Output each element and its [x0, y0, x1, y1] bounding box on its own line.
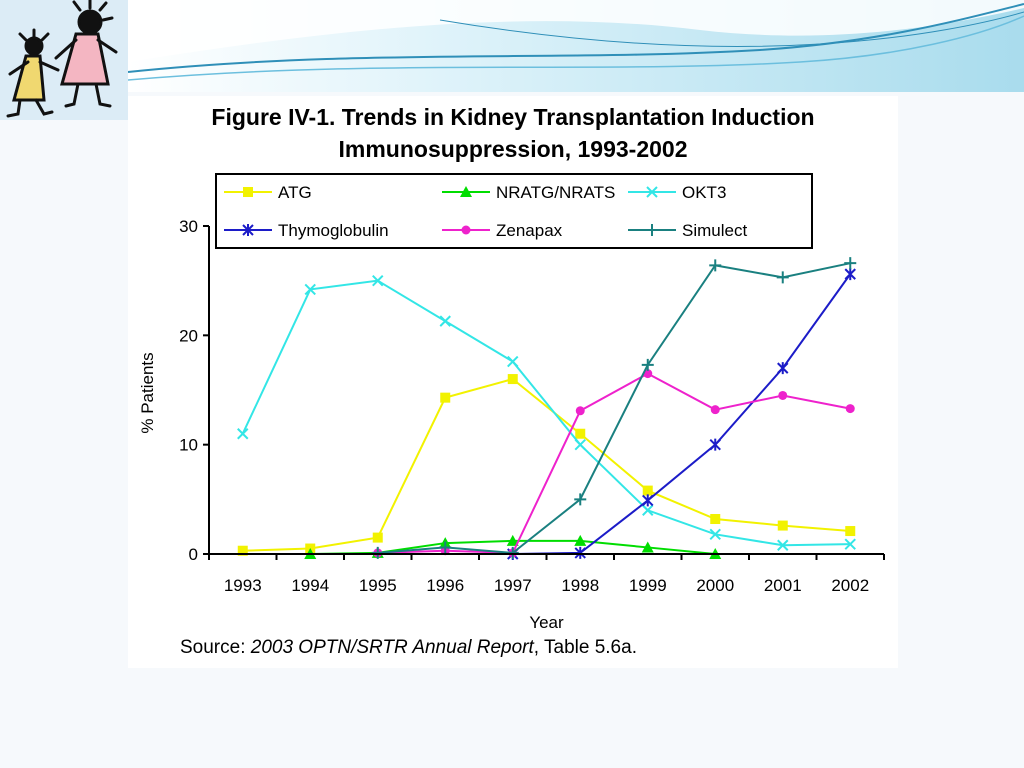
- data-point-atg: [575, 428, 586, 439]
- legend: ATG NRATG/NRATS OKT3 Thymoglobulin Zenapax Si…: [215, 173, 813, 249]
- y-tick-label: 30: [179, 217, 198, 236]
- data-point-okt3: [372, 274, 384, 287]
- legend-label: Simulect: [682, 221, 747, 240]
- series-line-okt3: [241, 279, 851, 547]
- y-tick-label: 10: [179, 436, 198, 455]
- source-prefix: Source:: [180, 637, 251, 658]
- source-suffix: , Table 5.6a.: [533, 637, 637, 658]
- series-atg: [237, 374, 856, 556]
- x-tick-label: 1996: [426, 576, 464, 595]
- legend-marker: [243, 187, 253, 197]
- data-point-simulect: [439, 541, 452, 554]
- data-point-zenapax: [778, 390, 788, 400]
- legend-entry-atg: ATG: [224, 183, 312, 202]
- line-chart: 0 10 20 30 1993 1994 1995 1996 1997 1998 1999 2000 2…: [138, 173, 885, 632]
- axes: 0 10 20 30 1993 1994 1995 1996 1997 1998 1999 2000 2…: [138, 217, 885, 632]
- data-point-simulect: [641, 358, 654, 371]
- data-point-okt3: [709, 528, 721, 541]
- data-point-nratg-nrats: [574, 534, 587, 546]
- data-point-okt3: [237, 428, 249, 440]
- data-point-atg: [507, 374, 518, 385]
- series-line-zenapax: [377, 372, 851, 554]
- x-tick-label: 1993: [224, 576, 262, 595]
- legend-marker: [646, 224, 658, 236]
- y-tick-label: 0: [189, 545, 198, 564]
- legend-entry-simulect: Simulect: [628, 221, 747, 240]
- data-point-thymoglobulin: [709, 438, 721, 451]
- header-wave-light: [128, 0, 1024, 62]
- x-axis-label: Year: [529, 613, 564, 632]
- data-point-okt3: [844, 538, 856, 550]
- legend-label: Zenapax: [496, 221, 563, 240]
- x-tick-label: 1998: [561, 576, 599, 595]
- source-note: Source: 2003 OPTN/SRTR Annual Report, Ta…: [180, 637, 637, 659]
- series-line-simulect: [377, 262, 851, 554]
- legend-label: Thymoglobulin: [278, 221, 389, 240]
- data-point-thymoglobulin: [574, 546, 586, 559]
- series-simulect: [371, 257, 857, 559]
- data-point-simulect: [506, 546, 519, 559]
- legend-label: NRATG/NRATS: [496, 183, 615, 202]
- header-wave-mid: [127, 15, 1024, 81]
- legend-marker: [646, 186, 658, 198]
- legend-entry-zenapax: Zenapax: [442, 221, 563, 240]
- figure-title-line-1: Figure IV-1. Trends in Kidney Transplant…: [211, 104, 815, 130]
- x-tick-label: 1994: [291, 576, 329, 595]
- data-point-atg: [845, 526, 856, 537]
- figure-title-line-2: Immunosuppression, 1993-2002: [338, 136, 688, 162]
- data-point-zenapax: [845, 404, 855, 414]
- data-point-simulect: [844, 257, 857, 270]
- data-point-simulect: [574, 493, 587, 506]
- legend-box: [215, 173, 813, 249]
- x-tick-label: 1999: [629, 576, 667, 595]
- series-line-atg: [242, 377, 851, 552]
- data-point-zenapax: [710, 405, 720, 415]
- figure-panel: Figure IV-1. Trends in Kidney Transplant…: [128, 96, 898, 668]
- data-point-simulect: [371, 546, 384, 559]
- data-point-zenapax: [575, 406, 585, 416]
- data-point-okt3: [304, 283, 316, 296]
- data-point-atg: [642, 485, 653, 496]
- y-axis-label: % Patients: [138, 352, 157, 433]
- series-zenapax: [373, 369, 855, 558]
- data-point-simulect: [709, 259, 722, 272]
- data-point-atg: [710, 514, 721, 525]
- legend-marker: [460, 186, 472, 197]
- x-tick-label: 1995: [359, 576, 397, 595]
- data-point-nratg-nrats: [641, 541, 654, 553]
- x-tick-label: 2001: [764, 576, 802, 595]
- legend-label: ATG: [278, 183, 312, 202]
- data-point-thymoglobulin: [642, 494, 654, 507]
- children-drawing-icon: [6, 0, 118, 118]
- data-point-atg: [237, 545, 248, 556]
- x-tick-label: 1997: [494, 576, 532, 595]
- data-point-okt3: [574, 438, 586, 451]
- plot-area: [237, 257, 857, 560]
- legend-marker: [242, 224, 254, 236]
- data-point-okt3: [439, 315, 451, 327]
- y-tick-label: 20: [179, 326, 198, 345]
- data-point-atg: [372, 532, 383, 543]
- data-point-okt3: [777, 539, 789, 551]
- data-point-thymoglobulin: [844, 268, 856, 281]
- legend-marker: [461, 225, 471, 235]
- legend-entry-thymoglobulin: Thymoglobulin: [224, 221, 389, 240]
- data-point-atg: [777, 520, 788, 531]
- legend-entry-okt3: OKT3: [628, 183, 726, 202]
- data-point-atg: [440, 392, 451, 403]
- data-point-nratg-nrats: [506, 534, 519, 546]
- data-point-okt3: [642, 504, 654, 516]
- legend-entry-nratg-nrats: NRATG/NRATS: [442, 183, 615, 202]
- legend-label: OKT3: [682, 183, 726, 202]
- data-point-simulect: [776, 271, 789, 284]
- x-tick-label: 2000: [696, 576, 734, 595]
- source-report-title: 2003 OPTN/SRTR Annual Report: [250, 637, 534, 658]
- x-tick-label: 2002: [831, 576, 869, 595]
- header-wave-thin: [439, 11, 1024, 47]
- header-wave-dark: [127, 3, 1024, 73]
- data-point-okt3: [507, 355, 519, 368]
- series-okt3: [237, 274, 856, 551]
- data-point-thymoglobulin: [777, 362, 789, 375]
